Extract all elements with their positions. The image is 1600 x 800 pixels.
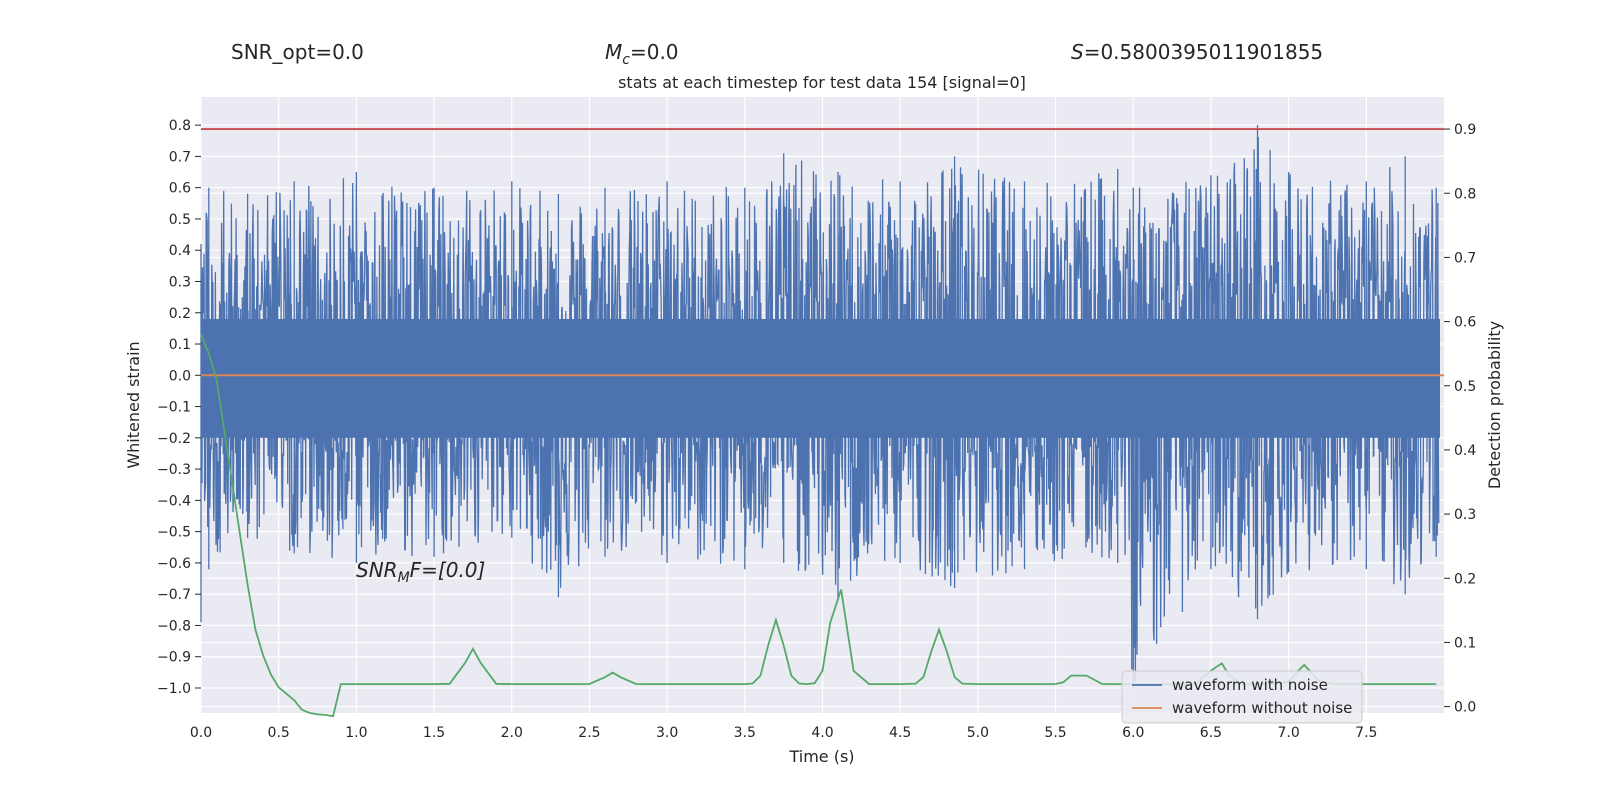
chirp-mass-label: Mc=0.0 — [605, 40, 679, 68]
y2-tick-label: 0.3 — [1454, 507, 1476, 523]
y-tick-label: −0.6 — [157, 556, 191, 572]
legend-label-clean: waveform without noise — [1172, 699, 1352, 717]
y2-tick-label: 0.5 — [1454, 379, 1476, 395]
x-tick-label: 5.0 — [967, 725, 989, 741]
y-tick-label: −0.9 — [157, 650, 191, 666]
x-tick-label: 2.0 — [501, 725, 523, 741]
x-tick-label: 7.0 — [1277, 725, 1299, 741]
y2-tick-label: 0.4 — [1454, 443, 1476, 459]
x-tick-label: 4.0 — [811, 725, 833, 741]
legend-label-noise: waveform with noise — [1172, 676, 1328, 694]
y-tick-label: 0.4 — [169, 243, 191, 259]
y-tick-label: −0.5 — [157, 525, 191, 541]
y-tick-label: −1.0 — [157, 681, 191, 697]
x-tick-label: 2.5 — [578, 725, 600, 741]
snr-mf-rest: F=[0.0] — [410, 558, 486, 582]
snr-mf-annotation: SNRMF=[0.0] — [356, 558, 485, 586]
x-tick-label: 5.5 — [1044, 725, 1066, 741]
x-tick-label: 3.0 — [656, 725, 678, 741]
y2-tick-label: 0.0 — [1454, 700, 1476, 716]
snr-opt-label: SNR_opt=0.0 — [231, 40, 364, 64]
score-value: =0.5800395011901855 — [1084, 40, 1323, 64]
y2-tick-label: 0.1 — [1454, 635, 1476, 651]
y2-axis-ticks: 0.9 0.8 0.7 0.6 0.5 0.4 0.3 0.2 0.1 0.0 — [1444, 122, 1476, 716]
y-axis-ticks: 0.8 0.7 0.6 0.5 0.4 0.3 0.2 0.1 0.0 −0.1 −0.2 −0.3 −… — [157, 118, 201, 697]
x-tick-label: 6.5 — [1200, 725, 1222, 741]
y2-tick-label: 0.8 — [1454, 186, 1476, 202]
score-label: S=0.5800395011901855 — [1071, 40, 1323, 64]
chirp-mass-value: =0.0 — [630, 40, 679, 64]
x-tick-label: 4.5 — [889, 725, 911, 741]
y-tick-label: 0.7 — [169, 149, 191, 165]
x-tick-label: 7.5 — [1355, 725, 1377, 741]
series-waveform-with-noise — [200, 125, 1440, 688]
y-tick-label: 0.2 — [169, 306, 191, 322]
y2-tick-label: 0.6 — [1454, 315, 1476, 331]
y-tick-label: −0.3 — [157, 462, 191, 478]
y2-tick-label: 0.9 — [1454, 122, 1476, 138]
y2-tick-label: 0.2 — [1454, 571, 1476, 587]
x-axis-label: Time (s) — [788, 747, 854, 766]
snr-mf-subscript: M — [398, 570, 410, 586]
y-tick-label: 0.6 — [169, 181, 191, 197]
y-tick-label: 0.0 — [169, 368, 191, 384]
y-tick-label: −0.7 — [157, 587, 191, 603]
y-tick-label: 0.1 — [169, 337, 191, 353]
snr-mf-symbol: SNR — [356, 558, 398, 582]
y-tick-label: −0.8 — [157, 618, 191, 634]
y-tick-label: 0.5 — [169, 212, 191, 228]
y2-axis-label: Detection probability — [1485, 321, 1504, 489]
x-tick-label: 1.5 — [423, 725, 445, 741]
x-tick-label: 1.0 — [345, 725, 367, 741]
x-tick-label: 0.5 — [268, 725, 290, 741]
y-tick-label: 0.8 — [169, 118, 191, 134]
y-tick-label: −0.4 — [157, 493, 191, 509]
legend: waveform with noise waveform without noi… — [1121, 670, 1363, 724]
chirp-mass-symbol: M — [605, 40, 622, 64]
y-tick-label: −0.2 — [157, 431, 191, 447]
x-tick-label: 0.0 — [190, 725, 212, 741]
y-axis-label: Whitened strain — [124, 341, 143, 468]
chart-title: stats at each timestep for test data 154… — [618, 73, 1026, 92]
score-symbol: S — [1071, 40, 1084, 64]
y2-tick-label: 0.7 — [1454, 250, 1476, 266]
legend-box — [1121, 670, 1363, 724]
y-tick-label: 0.3 — [169, 274, 191, 290]
x-tick-label: 6.0 — [1122, 725, 1144, 741]
waveform-with-noise-band — [201, 319, 1440, 438]
x-axis-ticks: 0.0 0.5 1.0 1.5 2.0 2.5 3.0 3.5 4.0 4.5 5.0 5.5 6.0 6… — [190, 725, 1378, 741]
y-tick-label: −0.1 — [157, 400, 191, 416]
x-tick-label: 3.5 — [734, 725, 756, 741]
chirp-mass-subscript: c — [622, 52, 630, 68]
